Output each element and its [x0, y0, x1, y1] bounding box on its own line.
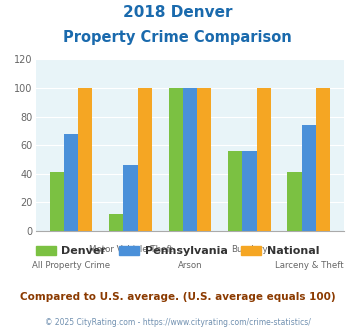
Bar — [183, 88, 197, 231]
Bar — [242, 151, 257, 231]
Text: Arson: Arson — [178, 261, 202, 270]
Bar — [302, 125, 316, 231]
Bar — [78, 88, 92, 231]
Bar — [50, 172, 64, 231]
Bar — [123, 165, 138, 231]
Text: Larceny & Theft: Larceny & Theft — [274, 261, 343, 270]
Bar — [228, 151, 242, 231]
Text: Property Crime Comparison: Property Crime Comparison — [63, 30, 292, 45]
Bar — [138, 88, 152, 231]
Text: Motor Vehicle Theft: Motor Vehicle Theft — [88, 245, 173, 254]
Legend: Denver, Pennsylvania, National: Denver, Pennsylvania, National — [31, 242, 324, 261]
Bar — [109, 214, 123, 231]
Text: 2018 Denver: 2018 Denver — [123, 5, 232, 20]
Bar — [64, 134, 78, 231]
Bar — [169, 88, 183, 231]
Text: Burglary: Burglary — [231, 245, 268, 254]
Text: © 2025 CityRating.com - https://www.cityrating.com/crime-statistics/: © 2025 CityRating.com - https://www.city… — [45, 318, 310, 327]
Bar — [316, 88, 330, 231]
Bar — [257, 88, 271, 231]
Bar — [288, 172, 302, 231]
Text: All Property Crime: All Property Crime — [32, 261, 110, 270]
Text: Compared to U.S. average. (U.S. average equals 100): Compared to U.S. average. (U.S. average … — [20, 292, 335, 302]
Bar — [197, 88, 211, 231]
